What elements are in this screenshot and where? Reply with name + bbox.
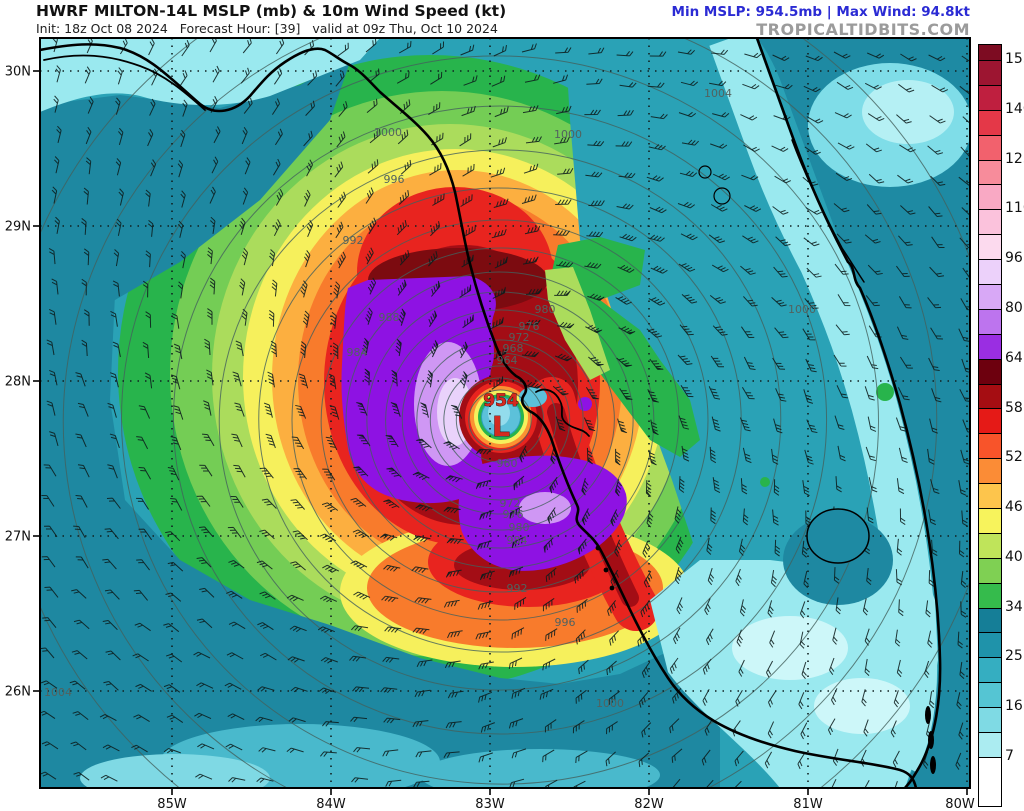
colorbar-tick-label: 46 — [1005, 499, 1023, 516]
contour-label: 996 — [384, 173, 405, 186]
graticule-dotted-layer — [40, 38, 970, 788]
colorbar-segment — [979, 733, 1001, 758]
contour-label: 968 — [503, 342, 524, 355]
contour-label: 964 — [497, 354, 518, 367]
wind-speed-colorbar — [978, 44, 1002, 807]
colorbar-segment — [979, 309, 1001, 335]
contour-label: 984 — [347, 346, 368, 359]
colorbar-tick-label: 110 — [1005, 200, 1024, 217]
contour-label: 984 — [507, 534, 528, 547]
colorbar-segment — [979, 633, 1001, 659]
colorbar-segment — [979, 608, 1001, 634]
colorbar-segment — [979, 185, 1001, 211]
contour-label: 960 — [497, 457, 518, 470]
lon-axis-label: 83W — [475, 797, 505, 811]
lon-axis-label: 82W — [634, 797, 664, 811]
colorbar-segment — [979, 583, 1001, 609]
site-watermark: TROPICALTIDBITS.COM — [756, 20, 970, 39]
colorbar-tick-label: 125 — [1005, 150, 1024, 167]
contour-label: 980 — [535, 303, 556, 316]
lon-axis-label: 85W — [157, 797, 187, 811]
lat-axis-label: 28N — [5, 375, 31, 390]
colorbar-segment — [979, 210, 1001, 236]
colorbar-tick-label: 34 — [1005, 598, 1023, 615]
colorbar-segment — [979, 85, 1001, 111]
contour-label: 1004 — [44, 686, 72, 699]
axis-labels-layer: 30N 29N 28N 27N 26N 85W 84W 83W 82W 81W 80W — [5, 65, 975, 811]
map-border — [39, 37, 971, 789]
contour-label: 1000 — [554, 128, 582, 141]
contour-label: 1000 — [374, 126, 402, 139]
contour-label: 1004 — [704, 87, 732, 100]
contour-label: 992 — [343, 234, 364, 247]
colorbar-segment — [979, 409, 1001, 435]
colorbar-segment — [979, 61, 1001, 86]
lat-axis-label: 29N — [5, 220, 31, 235]
contour-label: 1000 — [596, 697, 624, 710]
contour-label: 996 — [555, 616, 576, 629]
contour-label: 972 — [500, 497, 521, 510]
colorbar-segment — [979, 484, 1001, 510]
colorbar-segment — [979, 683, 1001, 709]
colorbar-segment — [979, 757, 1001, 806]
colorbar-tick-label: 64 — [1005, 349, 1023, 366]
colorbar-segment — [979, 533, 1001, 559]
colorbar-tick-label: 140 — [1005, 100, 1024, 117]
lon-axis-label: 80W — [945, 797, 975, 811]
colorbar-segment — [979, 558, 1001, 584]
colorbar-tick-label: 40 — [1005, 548, 1023, 565]
contour-label: 980 — [509, 521, 530, 534]
contour-label: 992 — [507, 582, 528, 595]
coastline-layer — [40, 38, 942, 788]
colorbar-segment — [979, 45, 1001, 61]
storm-min-pressure-text: 954 — [483, 391, 519, 411]
contour-label: 972 — [509, 331, 530, 344]
colorbar-segment — [979, 384, 1001, 410]
storm-center-label: 954 L — [483, 391, 519, 444]
colorbar-tick-label: 96 — [1005, 250, 1023, 267]
lat-axis-label: 30N — [5, 65, 31, 80]
colorbar-segment — [979, 658, 1001, 684]
colorbar-segment — [979, 285, 1001, 310]
colorbar-tick-label: 80 — [1005, 299, 1023, 316]
contour-label: 976 — [519, 320, 540, 333]
colorbar-segment — [979, 334, 1001, 360]
colorbar-segment — [979, 110, 1001, 136]
colorbar-segment — [979, 260, 1001, 286]
init-forecast-valid-line: Init: 18z Oct 08 2024 Forecast Hour: [39… — [36, 21, 498, 36]
contour-label: 988 — [379, 311, 400, 324]
wind-barbs-layer — [40, 38, 970, 788]
contour-label: 976 — [503, 508, 524, 521]
colorbar-segment — [979, 434, 1001, 460]
lon-axis-label: 84W — [316, 797, 346, 811]
storm-low-symbol: L — [492, 410, 510, 443]
colorbar-tick-label: 52 — [1005, 449, 1023, 466]
colorbar-tick-label: 7 — [1005, 748, 1014, 764]
colorbar-tick-label: 155 — [1005, 51, 1024, 67]
min-mslp-max-wind-readout: Min MSLP: 954.5mb | Max Wind: 94.8kt — [671, 4, 970, 20]
contour-label: 1000 — [788, 303, 816, 316]
colorbar-tick-label: 25 — [1005, 648, 1023, 665]
lon-axis-label: 81W — [793, 797, 823, 811]
colorbar-tick-label: 58 — [1005, 399, 1023, 416]
colorbar-segment — [979, 160, 1001, 186]
colorbar-segment — [979, 359, 1001, 385]
page-title: HWRF MILTON-14L MSLP (mb) & 10m Wind Spe… — [36, 2, 507, 20]
colorbar-segment — [979, 708, 1001, 734]
colorbar-segment — [979, 509, 1001, 534]
colorbar-tick-label: 16 — [1005, 698, 1023, 715]
colorbar-segment — [979, 459, 1001, 485]
colorbar-segment — [979, 235, 1001, 261]
lat-axis-label: 27N — [5, 530, 31, 545]
colorbar-segment — [979, 135, 1001, 161]
lat-axis-label: 26N — [5, 685, 31, 700]
